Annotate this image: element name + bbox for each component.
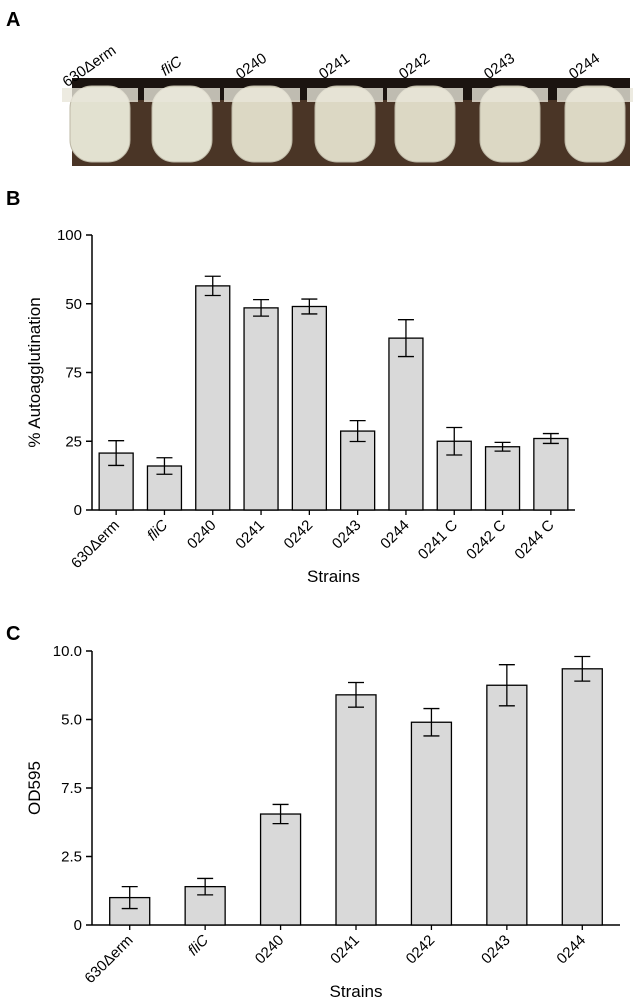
x-axis-label: Strains xyxy=(307,567,360,586)
x-tick-label: 0242 xyxy=(403,932,439,968)
tube-cap xyxy=(144,88,220,102)
x-tick-label: 0244 xyxy=(377,517,413,553)
tube-cap xyxy=(387,88,463,102)
tube-label: 0241 xyxy=(316,50,353,83)
tube-label: 0243 xyxy=(481,50,518,83)
x-tick-label: 0244 xyxy=(553,932,589,968)
bar xyxy=(388,337,424,511)
x-tick-label: 0240 xyxy=(184,517,220,553)
bar xyxy=(339,430,376,511)
bar xyxy=(486,684,528,926)
tube xyxy=(314,85,376,163)
error-bar xyxy=(253,298,270,317)
tube-cap xyxy=(307,88,383,102)
panel-label: C xyxy=(6,623,20,645)
y-axis-label: % Autoagglutination xyxy=(25,297,44,447)
y-tick-label: 50 xyxy=(65,296,82,313)
error-bar xyxy=(204,275,221,297)
error-bar xyxy=(272,803,289,825)
tube-cap xyxy=(62,88,138,102)
error-bar xyxy=(494,441,511,452)
error-bar xyxy=(574,655,591,682)
bar xyxy=(335,694,377,926)
bar xyxy=(259,813,302,926)
tube xyxy=(69,85,131,163)
error-bar xyxy=(397,319,414,358)
tube-label: 0242 xyxy=(396,50,433,83)
y-tick-label: 25 xyxy=(65,433,82,450)
error-bar xyxy=(197,877,214,896)
error-bar xyxy=(301,298,318,315)
x-tick-label: 630Δerm xyxy=(68,517,123,572)
tube-cap xyxy=(557,88,633,102)
x-tick-label: 0244 C xyxy=(511,517,557,563)
y-axis-label: OD595 xyxy=(25,761,44,815)
tube-label: 0240 xyxy=(233,50,270,83)
error-bar xyxy=(108,440,125,467)
error-bar xyxy=(446,426,463,456)
y-tick-label: 75 xyxy=(65,365,82,382)
x-tick-label: 0242 C xyxy=(463,517,509,563)
tube-label: 0244 xyxy=(566,50,603,83)
y-tick-label: 0 xyxy=(74,917,82,934)
x-tick-label: 0242 xyxy=(281,517,317,553)
bar xyxy=(291,305,328,511)
y-tick-label: 2.5 xyxy=(61,849,82,866)
y-tick-label: 0 xyxy=(74,502,82,519)
x-tick-label: 630Δerm xyxy=(81,932,136,987)
error-bar xyxy=(348,681,364,708)
panel-label: B xyxy=(6,188,20,210)
tube xyxy=(394,85,456,163)
bar xyxy=(484,446,521,511)
bar xyxy=(243,307,279,511)
x-tick-label: fliC xyxy=(185,932,212,959)
error-bar xyxy=(121,885,138,910)
error-bar xyxy=(498,664,515,707)
error-bar xyxy=(423,707,440,737)
error-bar xyxy=(156,457,173,475)
bar xyxy=(195,285,231,511)
tube xyxy=(564,85,626,163)
tube xyxy=(231,85,293,163)
y-tick-label: 10.0 xyxy=(53,643,82,660)
x-tick-label: 0240 xyxy=(252,932,288,968)
y-tick-label: 5.0 xyxy=(61,712,82,729)
x-tick-label: 0241 xyxy=(232,517,268,553)
error-bar xyxy=(542,432,559,445)
y-tick-label: 100 xyxy=(57,227,82,244)
x-tick-label: fliC xyxy=(144,517,171,544)
bar xyxy=(410,721,453,926)
bar xyxy=(533,437,569,511)
x-tick-label: 0243 xyxy=(478,932,514,968)
tube-label: fliC xyxy=(158,53,186,79)
panel-label: A xyxy=(6,9,20,31)
x-tick-label: 0243 xyxy=(329,517,365,553)
x-tick-label: 0241 xyxy=(327,932,363,968)
tube-cap xyxy=(472,88,548,102)
tube xyxy=(479,85,541,163)
tube-cap xyxy=(224,88,300,102)
x-axis-label: Strains xyxy=(330,982,383,1001)
x-tick-label: 0241 C xyxy=(415,517,461,563)
error-bar xyxy=(349,419,366,443)
bar xyxy=(561,668,603,926)
y-tick-label: 7.5 xyxy=(61,780,82,797)
tube xyxy=(151,85,213,163)
